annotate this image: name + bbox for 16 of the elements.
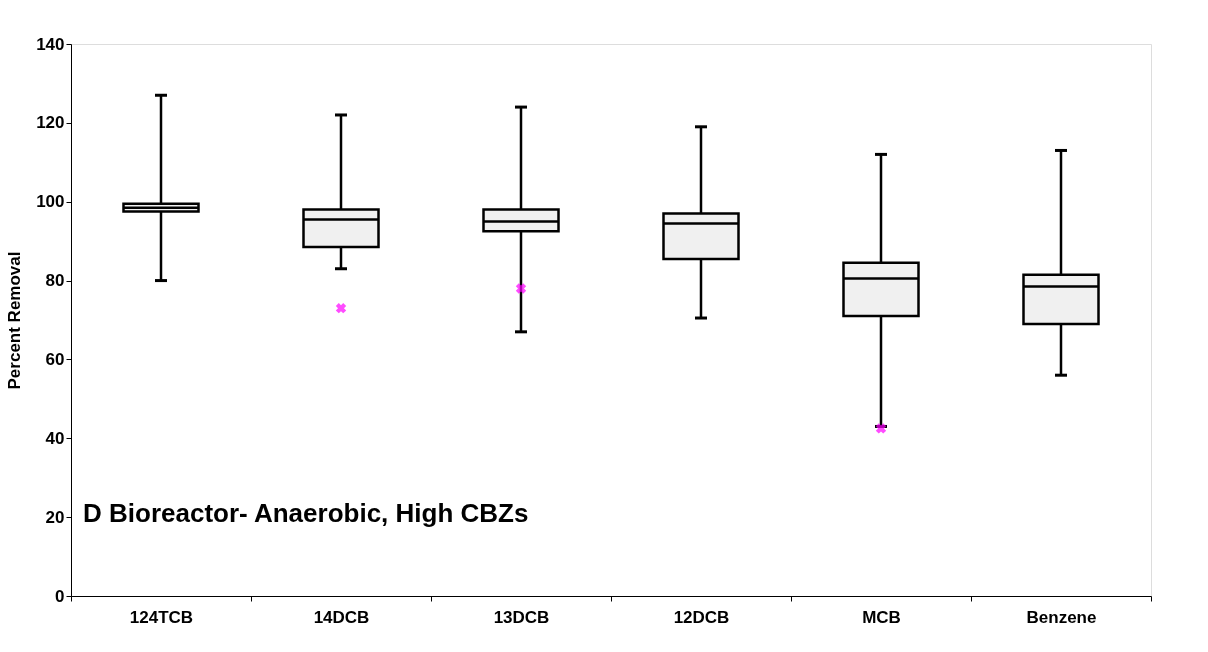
- x-tick-label: Benzene: [1026, 607, 1097, 627]
- y-tick-label: 120: [36, 113, 65, 133]
- y-tick-label: 40: [45, 428, 65, 448]
- y-tick-label: 100: [36, 192, 65, 212]
- y-axis-title: Percent Removal: [5, 251, 25, 390]
- y-tick-label: 80: [45, 271, 65, 291]
- x-tick-label: 124TCB: [129, 607, 194, 627]
- x-tick-label: 13DCB: [493, 607, 550, 627]
- y-tick-label: 140: [36, 34, 65, 54]
- annotation: D Bioreactor- Anaerobic, High CBZs: [83, 498, 529, 528]
- x-tick-label: MCB: [862, 607, 901, 627]
- y-tick-label: 60: [45, 349, 65, 369]
- y-tick-label: 20: [45, 507, 65, 527]
- x-tick-label: 14DCB: [313, 607, 370, 627]
- y-tick-label: 0: [55, 586, 65, 606]
- x-tick-label: 12DCB: [673, 607, 730, 627]
